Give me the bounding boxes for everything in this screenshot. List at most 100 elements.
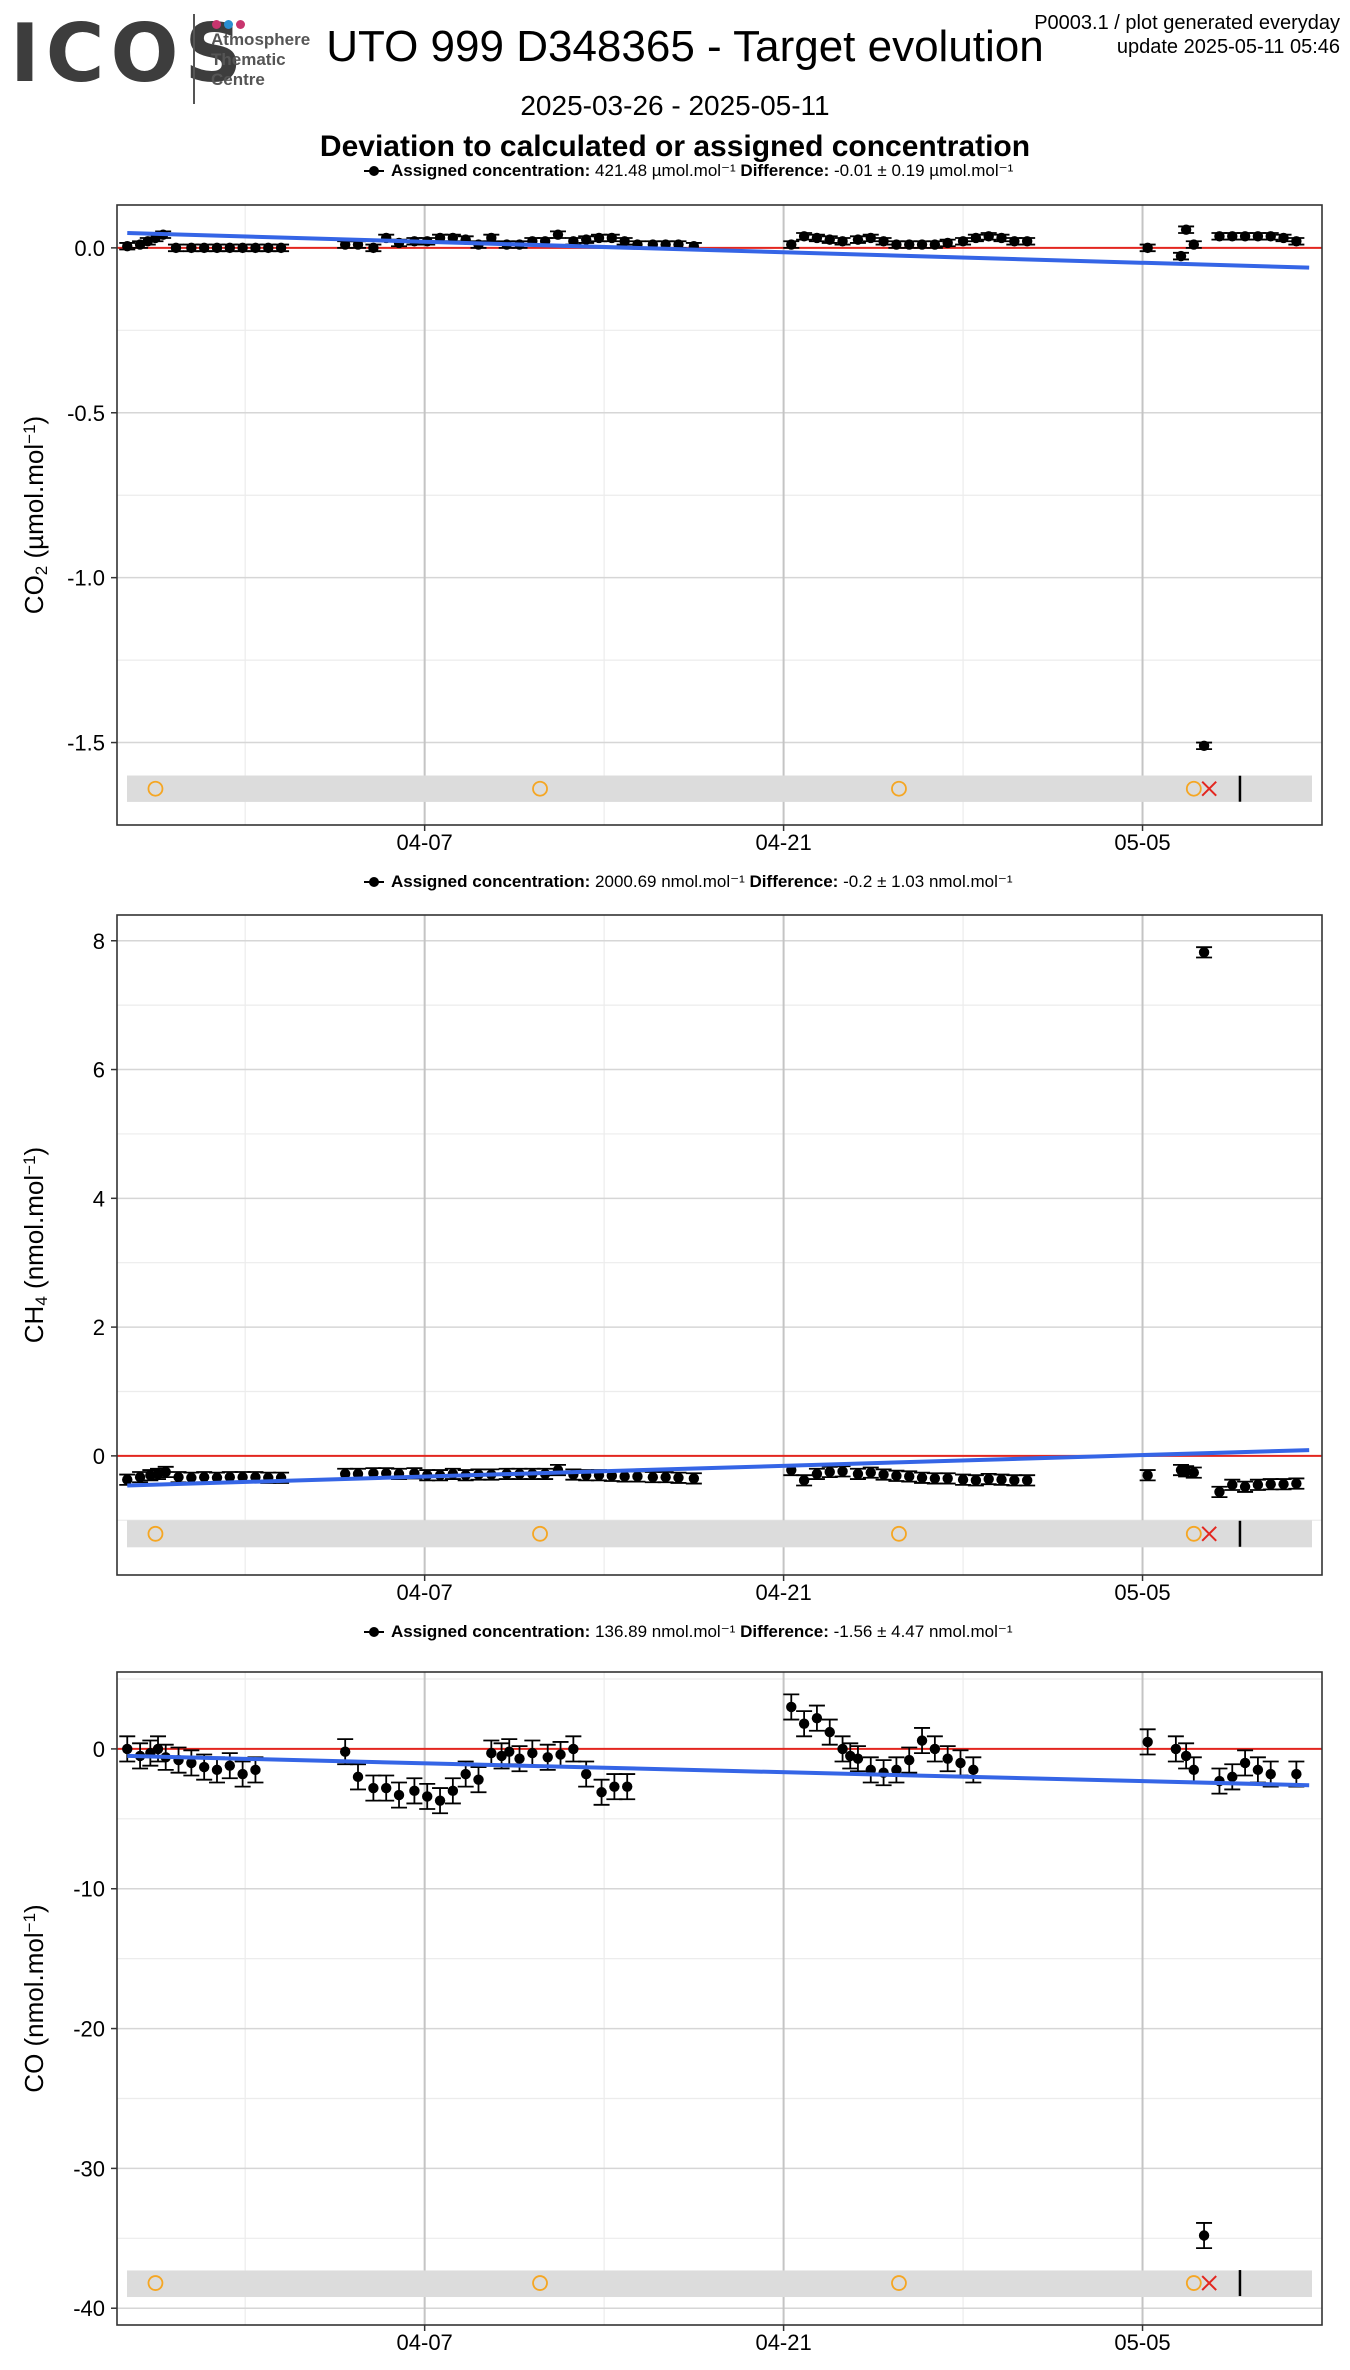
point-marker xyxy=(1142,242,1153,254)
point-marker xyxy=(983,231,994,242)
point-marker xyxy=(368,1468,379,1479)
point-marker xyxy=(339,239,351,250)
point-marker xyxy=(211,1764,223,1776)
legend-text: Assigned concentration: 2000.69 nmol.mol… xyxy=(391,872,1013,891)
point-marker xyxy=(824,1726,835,1738)
point-marker xyxy=(824,1466,835,1478)
legend-point xyxy=(369,166,379,176)
legend-text: Assigned concentration: 421.48 µmol.mol⁻… xyxy=(391,161,1014,180)
data-point xyxy=(901,1470,918,1483)
chart-legend: Assigned concentration: 421.48 µmol.mol⁻… xyxy=(364,161,1014,180)
point-marker xyxy=(904,1754,915,1766)
x-tick-label: 04-07 xyxy=(397,1580,453,1605)
point-marker xyxy=(527,1747,538,1759)
point-marker xyxy=(798,1475,810,1486)
point-marker xyxy=(381,1782,392,1794)
data-point xyxy=(419,1782,436,1810)
y-tick-label: 8 xyxy=(93,929,105,954)
point-marker xyxy=(970,1475,982,1486)
y-tick-label: 4 xyxy=(93,1186,105,1211)
point-marker xyxy=(339,1468,351,1480)
point-marker xyxy=(916,1472,928,1483)
data-point xyxy=(834,1465,851,1478)
point-marker xyxy=(837,1743,848,1755)
point-marker xyxy=(878,236,889,247)
point-marker xyxy=(798,1718,810,1729)
data-point xyxy=(183,1749,200,1777)
x-tick-label: 04-21 xyxy=(755,2330,811,2355)
point-marker xyxy=(1188,1467,1200,1478)
data-point xyxy=(993,232,1010,244)
plot-border xyxy=(116,1671,1323,2326)
point-marker xyxy=(1265,1479,1276,1490)
data-point xyxy=(234,1760,251,1788)
chart-co: Assigned concentration: 136.89 nmol.mol⁻… xyxy=(19,1622,1323,2355)
y-tick-label: 0 xyxy=(93,1444,105,1469)
point-marker xyxy=(1265,231,1276,242)
point-marker xyxy=(891,239,902,250)
point-marker xyxy=(942,237,953,249)
point-marker xyxy=(173,1471,184,1483)
point-marker xyxy=(409,1785,420,1797)
point-marker xyxy=(837,1466,848,1477)
point-marker xyxy=(1252,1479,1264,1491)
point-marker xyxy=(891,1764,902,1776)
chart-subtitle: Deviation to calculated or assigned conc… xyxy=(319,130,1031,163)
point-marker xyxy=(580,1768,592,1780)
data-point xyxy=(1172,250,1189,262)
data-point xyxy=(796,1710,813,1738)
data-point xyxy=(926,239,943,250)
point-marker xyxy=(170,242,182,254)
point-marker xyxy=(237,242,248,254)
data-point xyxy=(444,1777,461,1805)
data-point xyxy=(1139,242,1156,254)
point-marker xyxy=(1291,1768,1302,1780)
point-marker xyxy=(1170,1743,1182,1755)
data-point xyxy=(616,236,633,247)
data-point xyxy=(967,232,984,244)
data-point xyxy=(808,232,825,244)
point-marker xyxy=(955,1757,966,1769)
data-point xyxy=(1196,2222,1213,2249)
point-marker xyxy=(983,1473,994,1485)
point-marker xyxy=(224,1760,236,1771)
plot-info: P0003.1 / plot generated everyday xyxy=(1034,12,1340,34)
data-point xyxy=(1288,236,1305,247)
data-point xyxy=(796,1474,813,1487)
point-marker xyxy=(514,1753,525,1764)
point-marker xyxy=(224,1471,236,1483)
flag-circle-marker xyxy=(147,1525,164,1542)
point-marker xyxy=(152,1743,164,1755)
data-point xyxy=(1262,1760,1279,1788)
logo-subtitle: Atmosphere Thematic Centre xyxy=(211,30,310,90)
data-point xyxy=(939,1472,956,1485)
point-marker xyxy=(968,1764,979,1776)
page-title: UTO 999 D348365 - Target evolution xyxy=(326,22,1044,71)
point-marker xyxy=(263,242,274,254)
point-marker xyxy=(609,1781,620,1792)
data-point xyxy=(483,232,500,244)
point-marker xyxy=(1009,236,1020,247)
data-point xyxy=(821,1465,838,1479)
flag-band xyxy=(127,1520,1312,1548)
data-point xyxy=(619,1773,636,1801)
data-point xyxy=(167,242,184,254)
y-tick-label: -1.0 xyxy=(67,566,105,591)
data-point xyxy=(1224,1478,1241,1491)
trend-line xyxy=(127,1448,1310,1488)
point-marker xyxy=(580,234,592,245)
point-marker xyxy=(1175,250,1187,262)
point-marker xyxy=(1198,947,1210,958)
point-marker xyxy=(1278,1479,1289,1490)
plot-border xyxy=(116,204,1323,826)
data-point xyxy=(391,1781,408,1809)
point-marker xyxy=(1009,1475,1020,1486)
point-marker xyxy=(811,1712,823,1724)
data-point xyxy=(849,1467,866,1480)
data-point xyxy=(967,1474,984,1487)
point-marker xyxy=(970,232,982,244)
flag-circle-marker xyxy=(891,1525,907,1542)
x-tick-label: 04-07 xyxy=(397,830,453,855)
point-marker xyxy=(1180,224,1192,235)
legend-point xyxy=(369,877,379,887)
